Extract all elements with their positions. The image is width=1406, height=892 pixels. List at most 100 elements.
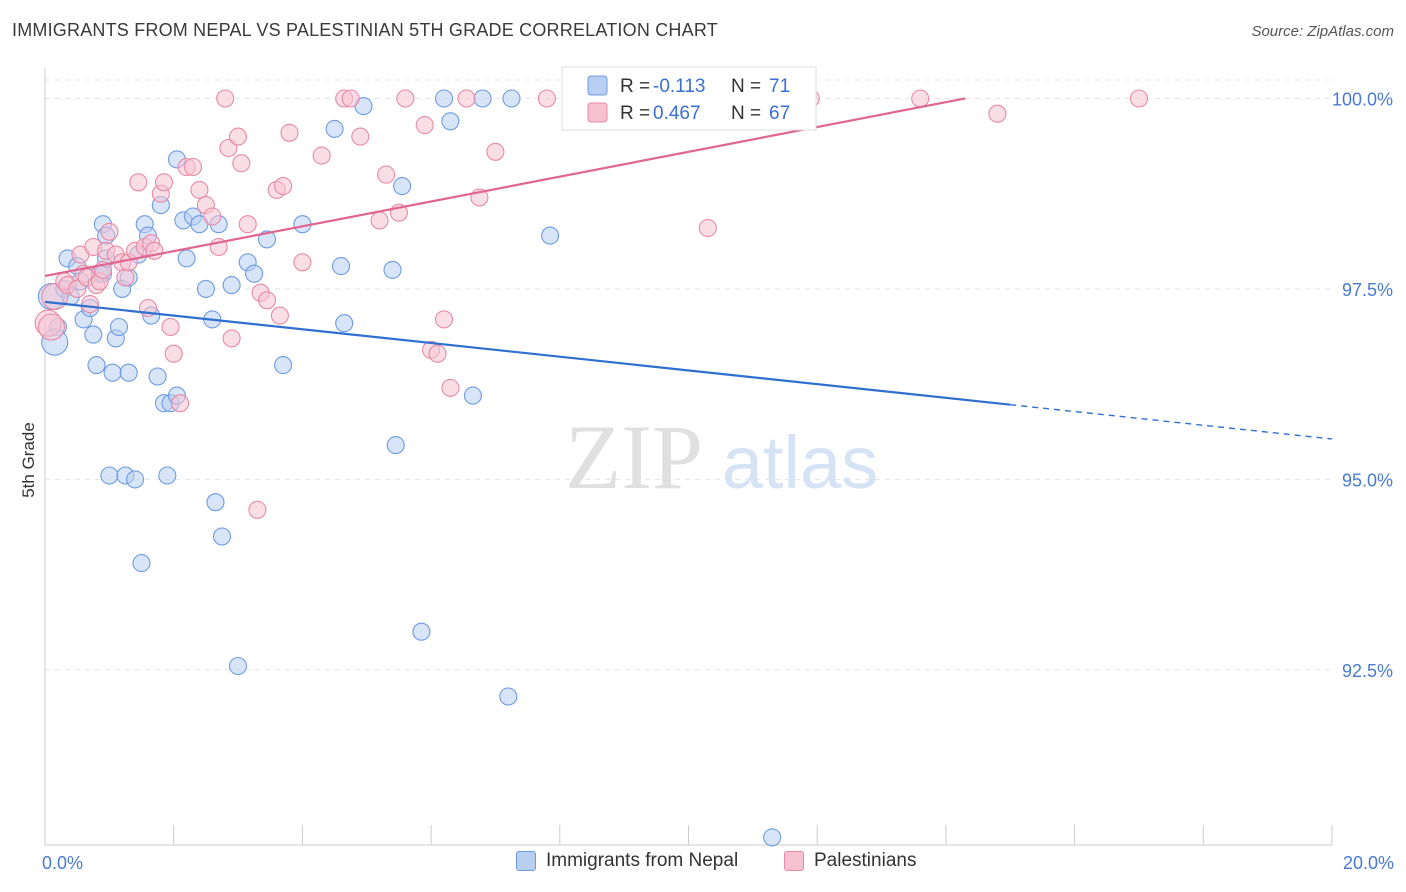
- series-legend-label-palestinians: Palestinians: [814, 850, 917, 871]
- palestinians-point-63: [441, 378, 460, 397]
- palestinians-point-33: [190, 180, 209, 199]
- palestinians-point-68: [698, 218, 717, 238]
- nepal-point-46: [212, 527, 232, 546]
- legend-r-label-nepal: R =: [620, 76, 650, 97]
- nepal-point-68: [541, 226, 560, 245]
- palestinians-point-41: [232, 154, 251, 173]
- trend-line-dashed-nepal: [1010, 404, 1333, 440]
- y-axis-label: 5th Grade: [19, 422, 38, 498]
- axes: 100.0% 97.5% 95.0% 92.5% 0.0% 20.0%: [42, 68, 1394, 873]
- palestinians-point-61: [428, 344, 447, 363]
- palestinians-point-71: [988, 104, 1007, 123]
- legend-swatch-nepal: [587, 75, 608, 96]
- palestinians-point-59: [415, 116, 434, 135]
- trend-lines: [44, 97, 1333, 440]
- legend-n-value-palestinians: 67: [769, 103, 790, 124]
- watermark-atlas: atlas: [722, 421, 878, 504]
- palestinians-point-21: [129, 173, 148, 192]
- series-legend-item-nepal[interactable]: Immigrants from Nepal: [516, 850, 738, 872]
- watermark: ZIP atlas: [565, 406, 878, 508]
- palestinians-point-54: [351, 127, 370, 146]
- x-tick-label-1: 20.0%: [1343, 853, 1394, 873]
- legend-swatch-palestinians: [587, 102, 608, 123]
- palestinians-point-45: [257, 291, 277, 310]
- legend-n-label-nepal: N =: [731, 76, 761, 97]
- palestinians-point-53: [341, 89, 360, 108]
- palestinians-point-64: [457, 89, 476, 108]
- palestinians-point-29: [164, 344, 183, 363]
- nepal-point-20: [109, 317, 129, 337]
- palestinians-point-48: [274, 177, 293, 196]
- palestinians-point-18: [116, 268, 135, 287]
- nepal-point-58: [383, 260, 402, 279]
- palestinians-point-72: [1129, 89, 1149, 108]
- nepal-point-42: [196, 279, 215, 298]
- palestinians-point-15: [100, 222, 119, 241]
- nepal-point-63: [441, 112, 460, 131]
- palestinians-point-1: [37, 313, 65, 341]
- palestinians-point-30: [171, 394, 190, 413]
- nepal-point-59: [386, 436, 405, 455]
- palestinians-point-49: [280, 123, 299, 142]
- nepal-point-70: [763, 828, 782, 847]
- palestinians-point-35: [203, 207, 222, 226]
- palestinians-point-70: [911, 89, 930, 108]
- trend-line-nepal: [44, 300, 1011, 406]
- nepal-point-50: [245, 264, 264, 283]
- palestinians-point-42: [238, 215, 257, 234]
- series-legend: Immigrants from Nepal Palestinians: [0, 850, 1406, 880]
- nepal-point-18: [103, 363, 122, 382]
- nepal-point-34: [158, 466, 177, 485]
- nepal-point-56: [335, 314, 354, 333]
- palestinians-point-50: [293, 253, 312, 272]
- nepal-point-54: [325, 119, 344, 138]
- series-legend-swatch-nepal: [516, 851, 536, 871]
- y-tick-label-2: 95.0%: [1342, 470, 1393, 490]
- nepal-point-39: [177, 249, 196, 268]
- legend-n-value-nepal: 71: [769, 76, 790, 97]
- nepal-point-27: [132, 554, 151, 573]
- nepal-point-67: [502, 89, 521, 108]
- chart-source: Source: ZipAtlas.com: [1251, 23, 1394, 40]
- nepal-point-62: [434, 89, 454, 108]
- palestinians-point-67: [537, 89, 556, 108]
- nepal-point-64: [463, 386, 482, 405]
- palestinians-point-62: [434, 310, 454, 329]
- nepal-point-61: [412, 622, 431, 641]
- palestinians-point-27: [154, 173, 174, 192]
- stats-legend: R = -0.113 N = 71 R = 0.467 N = 67: [561, 66, 817, 131]
- legend-r-value-palestinians: 0.467: [653, 103, 701, 124]
- palestinians-point-58: [396, 89, 415, 108]
- nepal-point-11: [87, 356, 106, 375]
- palestinians-point-32: [183, 157, 203, 177]
- nepal-point-66: [499, 687, 518, 706]
- y-tick-label-0: 100.0%: [1332, 89, 1393, 109]
- watermark-zip: ZIP: [565, 406, 703, 508]
- series-legend-label-nepal: Immigrants from Nepal: [546, 850, 739, 871]
- series-legend-item-palestinians[interactable]: Palestinians: [784, 850, 916, 872]
- trend-line-palestinians: [44, 97, 966, 278]
- nepal-point-47: [222, 276, 241, 295]
- nepal-point-25: [126, 470, 145, 489]
- legend-r-value-nepal: -0.113: [653, 76, 705, 97]
- data-points: [34, 89, 1149, 847]
- palestinians-point-40: [228, 127, 248, 146]
- palestinians-point-39: [222, 329, 241, 348]
- palestinians-point-51: [312, 146, 331, 165]
- palestinians-point-66: [486, 142, 505, 161]
- nepal-point-17: [100, 466, 119, 485]
- series-legend-swatch-palestinians: [784, 851, 804, 871]
- nepal-point-44: [206, 493, 225, 512]
- palestinians-point-56: [377, 165, 396, 184]
- palestinians-point-55: [370, 211, 389, 230]
- nepal-point-24: [119, 363, 138, 382]
- nepal-point-60: [393, 177, 412, 196]
- palestinians-point-28: [161, 317, 180, 337]
- nepal-point-52: [274, 356, 293, 375]
- nepal-point-51: [257, 230, 277, 249]
- nepal-point-48: [228, 656, 248, 676]
- palestinians-point-9: [80, 295, 100, 314]
- nepal-point-55: [331, 257, 351, 276]
- nepal-point-31: [148, 367, 167, 386]
